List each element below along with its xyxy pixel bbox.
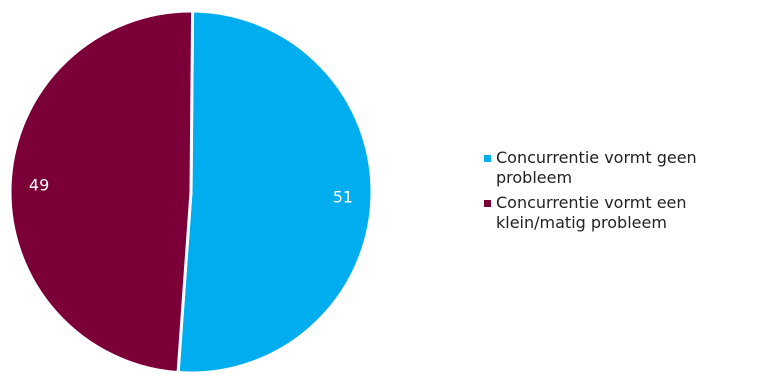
legend-swatch-small-problem — [484, 200, 491, 207]
legend-swatch-no-problem — [484, 155, 491, 162]
pie-labels: 51 49 — [29, 175, 353, 206]
pie-slice-value-label: 49 — [29, 175, 49, 194]
legend-item-small-problem: Concurrentie vormt een klein/matig probl… — [484, 193, 756, 233]
pie-slices — [8, 9, 374, 373]
legend-label-small-problem: Concurrentie vormt een klein/matig probl… — [496, 193, 687, 233]
pie-slice — [176, 9, 374, 373]
legend-label-line: Concurrentie vormt een — [496, 193, 687, 212]
legend-label-line: klein/matig probleem — [496, 213, 667, 232]
legend-label-line: Concurrentie vormt geen — [496, 148, 697, 167]
legend-label-line: probleem — [496, 168, 573, 187]
pie-slice-value-label: 51 — [333, 188, 353, 207]
legend-item-no-problem: Concurrentie vormt geen probleem — [484, 148, 756, 188]
legend-label-no-problem: Concurrentie vormt geen probleem — [496, 148, 697, 188]
legend: Concurrentie vormt geen probleem Concurr… — [484, 148, 756, 238]
pie-slice — [8, 9, 195, 373]
